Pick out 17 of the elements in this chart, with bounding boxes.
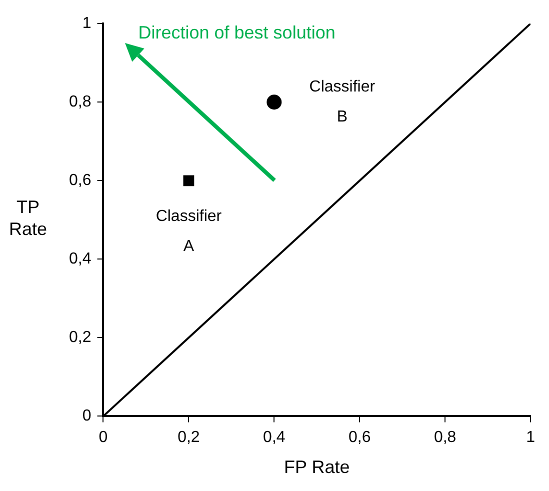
- x-tick-label: 0,6: [348, 429, 371, 446]
- y-tick-label: 0,8: [68, 94, 92, 111]
- y-tick-label: 0: [82, 408, 92, 425]
- x-tick-label: 0,2: [178, 429, 200, 446]
- x-tick-label: 0,4: [263, 429, 286, 446]
- y-tick-label: 1: [82, 15, 92, 32]
- y-tick-label: 0,6: [68, 172, 92, 190]
- x-axis-title: FP Rate: [284, 457, 350, 478]
- y-tick-label: 0,2: [68, 329, 92, 346]
- annotation: Direction of best solution: [138, 22, 336, 43]
- series-label: Classifier B: [309, 78, 376, 126]
- y-tick-label: 0,4: [68, 250, 92, 268]
- x-tick-label: 0,8: [434, 429, 456, 446]
- x-tick-label: 0: [98, 429, 108, 446]
- x-tick-label: 1: [526, 429, 536, 446]
- text: Classifier A: [156, 208, 222, 256]
- y-axis-title: TP Rate: [8, 196, 48, 239]
